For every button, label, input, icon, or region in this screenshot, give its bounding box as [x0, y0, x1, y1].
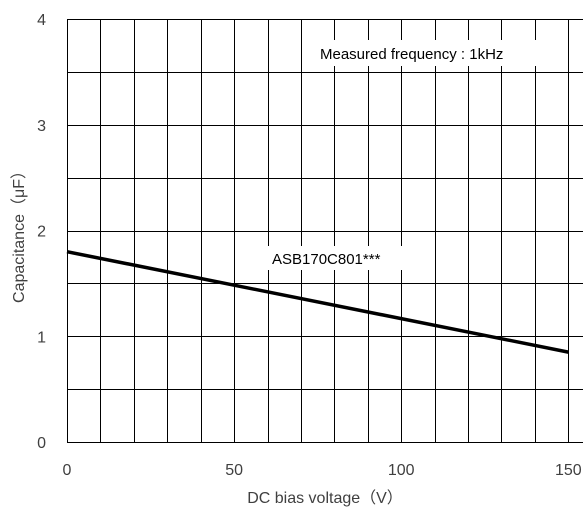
x-tick-label: 50 — [225, 462, 243, 479]
x-axis-title: DC bias voltage（V） — [247, 489, 403, 507]
annotation-frequency-bg — [313, 40, 563, 66]
series-line — [66, 249, 569, 354]
annotation-frequency: Measured frequency : 1kHz — [320, 46, 503, 63]
grid — [67, 19, 583, 443]
y-tick-label: 2 — [37, 224, 46, 241]
series-lines — [66, 249, 569, 354]
y-axis-title: Capacitance（μF） — [10, 163, 28, 303]
x-tick-label: 150 — [555, 462, 582, 479]
y-tick-label: 1 — [37, 329, 46, 346]
x-tick-labels: 0 50 100 150 — [63, 462, 582, 479]
x-tick-label: 0 — [63, 462, 72, 479]
y-tick-label: 3 — [37, 118, 46, 135]
y-tick-label: 4 — [37, 12, 46, 29]
x-tick-label: 100 — [388, 462, 415, 479]
annotation-series-bg — [268, 246, 410, 270]
series-label: ASB170C801*** — [272, 251, 381, 268]
y-tick-labels: 0 1 2 3 4 — [37, 12, 46, 452]
y-tick-label: 0 — [37, 435, 46, 452]
